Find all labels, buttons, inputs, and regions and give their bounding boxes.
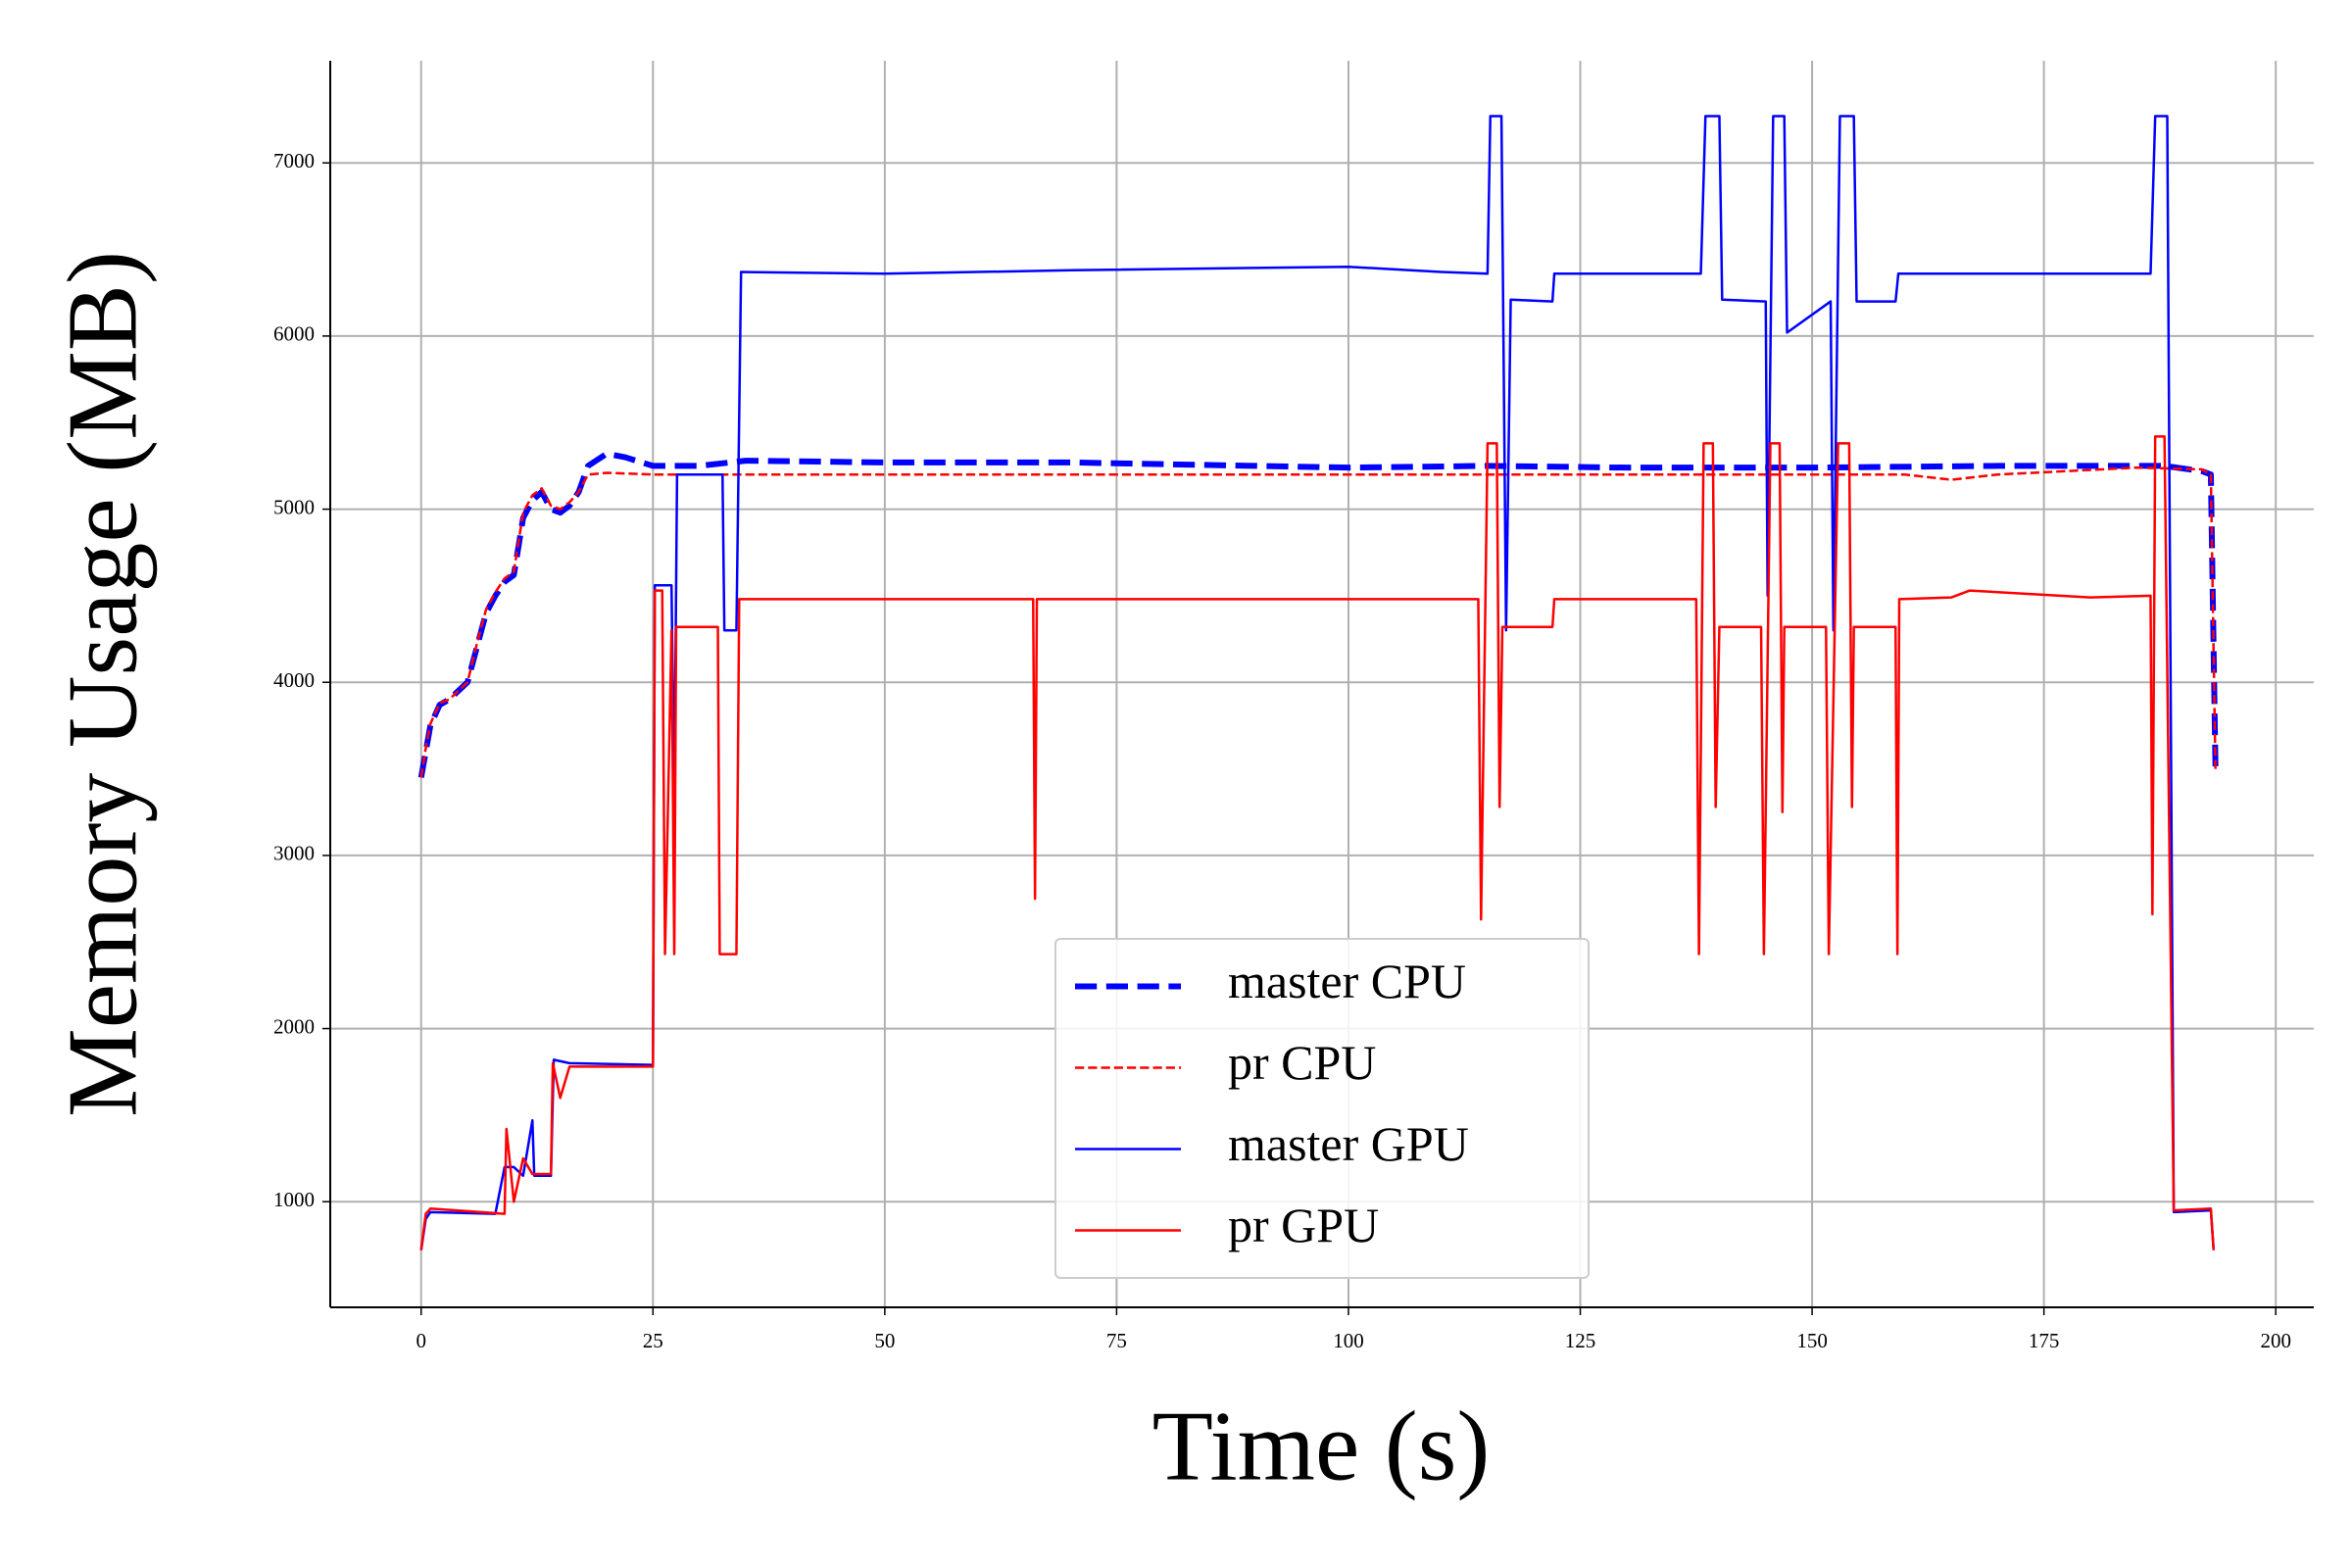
y-tick-label: 2000 — [273, 1014, 315, 1038]
legend-box — [1054, 938, 1590, 1279]
x-tick-label: 175 — [2029, 1329, 2060, 1352]
legend-label: master GPU — [1228, 1116, 1469, 1171]
x-tick-label: 50 — [874, 1329, 895, 1352]
y-tick-label: 4000 — [273, 668, 315, 692]
x-axis-label: Time (s) — [1152, 1391, 1491, 1501]
x-tick-label: 125 — [1565, 1329, 1596, 1352]
legend-label: pr CPU — [1228, 1035, 1376, 1090]
x-tick-label: 0 — [416, 1329, 426, 1352]
legend-label: pr GPU — [1228, 1198, 1379, 1252]
x-tick-label: 25 — [643, 1329, 663, 1352]
x-tick-label: 75 — [1106, 1329, 1127, 1352]
legend: master CPU pr CPU master GPU pr GPU — [1054, 938, 1590, 1279]
y-tick-label: 7000 — [273, 149, 315, 172]
x-tick-label: 150 — [1796, 1329, 1828, 1352]
data-line — [419, 435, 2216, 1250]
y-tick-label: 6000 — [273, 322, 315, 346]
x-tick-label: 100 — [1333, 1329, 1364, 1352]
data-line — [417, 451, 2219, 778]
data-line — [419, 466, 2217, 778]
legend-label: master CPU — [1228, 954, 1466, 1008]
data-line — [419, 115, 2216, 1250]
y-tick-label: 5000 — [273, 495, 315, 518]
y-tick-label: 1000 — [273, 1188, 315, 1211]
y-axis-label: Memory Usage (MB) — [47, 251, 158, 1117]
x-tick-label: 200 — [2260, 1329, 2291, 1352]
y-tick-label: 3000 — [273, 842, 315, 865]
